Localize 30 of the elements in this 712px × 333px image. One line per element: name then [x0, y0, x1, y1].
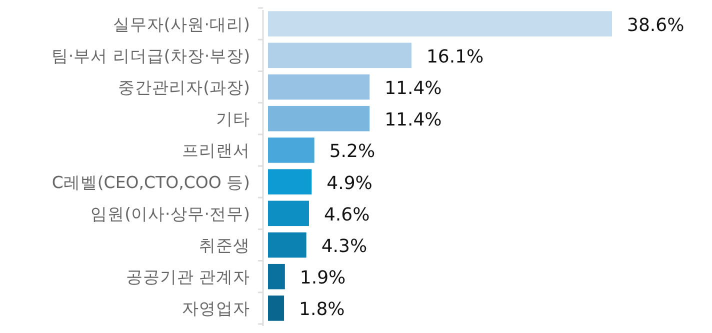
data-label: 16.1%	[426, 46, 484, 68]
data-label: 1.9%	[300, 268, 346, 289]
y-tick-label: 실무자(사원·대리)	[112, 14, 250, 34]
y-tick-label: 공공기관 관계자	[126, 268, 250, 287]
bar	[268, 200, 309, 226]
bar	[268, 11, 612, 36]
data-label: 11.4%	[384, 110, 442, 131]
bar	[268, 169, 312, 194]
bar	[268, 264, 285, 290]
y-tick-label: 중간관리자(과장)	[118, 78, 250, 97]
bar	[268, 296, 284, 321]
bar	[268, 42, 412, 68]
data-label: 11.4%	[384, 78, 442, 99]
data-label: 5.2%	[329, 141, 376, 162]
data-label: 4.3%	[321, 236, 368, 257]
y-tick-label: 취준생	[199, 236, 250, 255]
bar	[268, 232, 306, 258]
y-tick-label: C레벨(CEO,CTO,COO 등)	[52, 172, 250, 192]
y-tick-label: 임원(이사·상무·전무)	[90, 204, 250, 224]
bar	[268, 74, 370, 100]
y-tick-label: 기타	[216, 110, 250, 129]
y-tick-label: 팀·부서 리더급(차장·부장)	[51, 46, 250, 66]
y-tick-label: 프리랜서	[182, 141, 250, 160]
data-label: 4.9%	[326, 172, 372, 194]
bar	[268, 106, 370, 132]
data-label: 1.8%	[299, 299, 345, 320]
data-label: 4.6%	[324, 204, 370, 226]
y-tick-label: 자영업자	[182, 299, 250, 318]
bar	[268, 138, 314, 163]
data-label: 38.6%	[627, 14, 684, 36]
